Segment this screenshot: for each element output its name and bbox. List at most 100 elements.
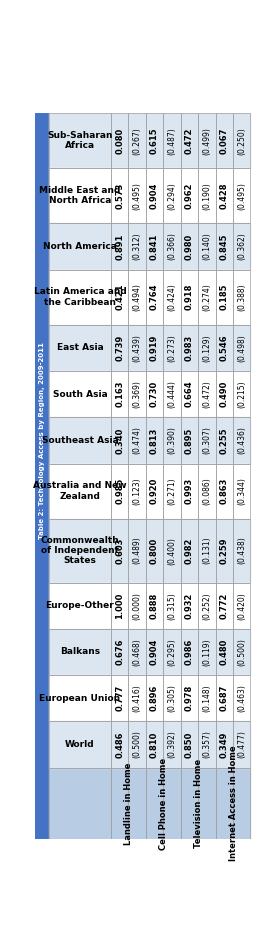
Bar [129, 721, 146, 768]
Bar [129, 583, 146, 629]
Bar [146, 675, 163, 721]
Bar [198, 629, 216, 675]
Bar [146, 583, 163, 629]
Bar [111, 519, 129, 583]
Bar [146, 768, 163, 839]
Bar [233, 168, 250, 223]
Bar [163, 464, 181, 519]
Text: (0.357): (0.357) [202, 731, 211, 758]
Text: (0.190): (0.190) [202, 182, 211, 209]
Bar [233, 629, 250, 675]
Text: (0.472): (0.472) [202, 380, 211, 408]
Text: (0.140): (0.140) [202, 233, 211, 260]
Bar [198, 270, 216, 324]
Bar [49, 168, 111, 223]
Bar [216, 324, 233, 371]
Bar [146, 417, 163, 464]
Bar [129, 324, 146, 371]
Bar [216, 464, 233, 519]
Bar [233, 768, 250, 839]
Bar [129, 324, 146, 371]
Bar [163, 675, 181, 721]
Bar [233, 519, 250, 583]
Bar [181, 629, 198, 675]
Bar [233, 113, 250, 168]
Bar [49, 324, 111, 371]
Bar [163, 417, 181, 464]
Text: (0.000): (0.000) [133, 592, 142, 620]
Bar [216, 721, 233, 768]
Bar [129, 583, 146, 629]
Bar [111, 519, 129, 583]
Text: 0.080: 0.080 [115, 127, 124, 154]
Text: 0.349: 0.349 [220, 732, 229, 758]
Text: 0.730: 0.730 [150, 381, 159, 407]
Text: (0.463): (0.463) [237, 685, 246, 712]
Bar [216, 675, 233, 721]
Bar [163, 223, 181, 270]
Text: 0.962: 0.962 [185, 183, 194, 209]
Bar [216, 168, 233, 223]
Bar [146, 168, 163, 223]
Bar [111, 324, 129, 371]
Bar [163, 168, 181, 223]
Text: 0.896: 0.896 [150, 685, 159, 711]
Bar [216, 675, 233, 721]
Bar [111, 721, 129, 768]
Bar [49, 113, 111, 168]
Text: (0.436): (0.436) [237, 426, 246, 455]
Bar [111, 324, 129, 371]
Bar [198, 464, 216, 519]
Bar [163, 113, 181, 168]
Bar [216, 768, 233, 839]
Text: (0.468): (0.468) [133, 638, 142, 666]
Bar [198, 464, 216, 519]
Bar [198, 168, 216, 223]
Bar [111, 371, 129, 417]
Bar [146, 223, 163, 270]
Text: (0.500): (0.500) [237, 638, 246, 666]
Bar [146, 721, 163, 768]
Text: 0.739: 0.739 [115, 335, 124, 361]
Bar [163, 629, 181, 675]
Bar [111, 721, 129, 768]
Bar [233, 324, 250, 371]
Bar [146, 519, 163, 583]
Bar [129, 629, 146, 675]
Bar [129, 417, 146, 464]
Bar [198, 721, 216, 768]
Text: 0.764: 0.764 [150, 284, 159, 310]
Bar [216, 768, 233, 839]
Bar [163, 768, 181, 839]
Bar [181, 583, 198, 629]
Text: (0.369): (0.369) [133, 380, 142, 408]
Text: European Union: European Union [39, 694, 120, 703]
Bar [233, 675, 250, 721]
Bar [129, 371, 146, 417]
Text: 0.810: 0.810 [150, 732, 159, 758]
Text: (0.274): (0.274) [202, 283, 211, 311]
Bar [198, 371, 216, 417]
Text: 0.603: 0.603 [115, 538, 124, 564]
Text: Table 2: Technology Access by Region, 2009-2011: Table 2: Technology Access by Region, 20… [39, 342, 45, 538]
Bar [111, 168, 129, 223]
Bar [181, 324, 198, 371]
Text: 0.863: 0.863 [220, 478, 229, 505]
Text: 1.000: 1.000 [115, 592, 124, 619]
Bar [198, 675, 216, 721]
Text: (0.119): (0.119) [202, 638, 211, 666]
Text: (0.271): (0.271) [167, 477, 176, 505]
Text: (0.366): (0.366) [167, 233, 176, 260]
Bar [49, 168, 111, 223]
Bar [111, 675, 129, 721]
Text: 0.255: 0.255 [220, 427, 229, 454]
Bar [129, 464, 146, 519]
Bar [146, 371, 163, 417]
Text: (0.129): (0.129) [202, 334, 211, 362]
Text: (0.499): (0.499) [202, 126, 211, 155]
Bar [198, 223, 216, 270]
Text: (0.439): (0.439) [133, 334, 142, 362]
Bar [198, 223, 216, 270]
Bar [198, 324, 216, 371]
Text: (0.086): (0.086) [202, 477, 211, 505]
